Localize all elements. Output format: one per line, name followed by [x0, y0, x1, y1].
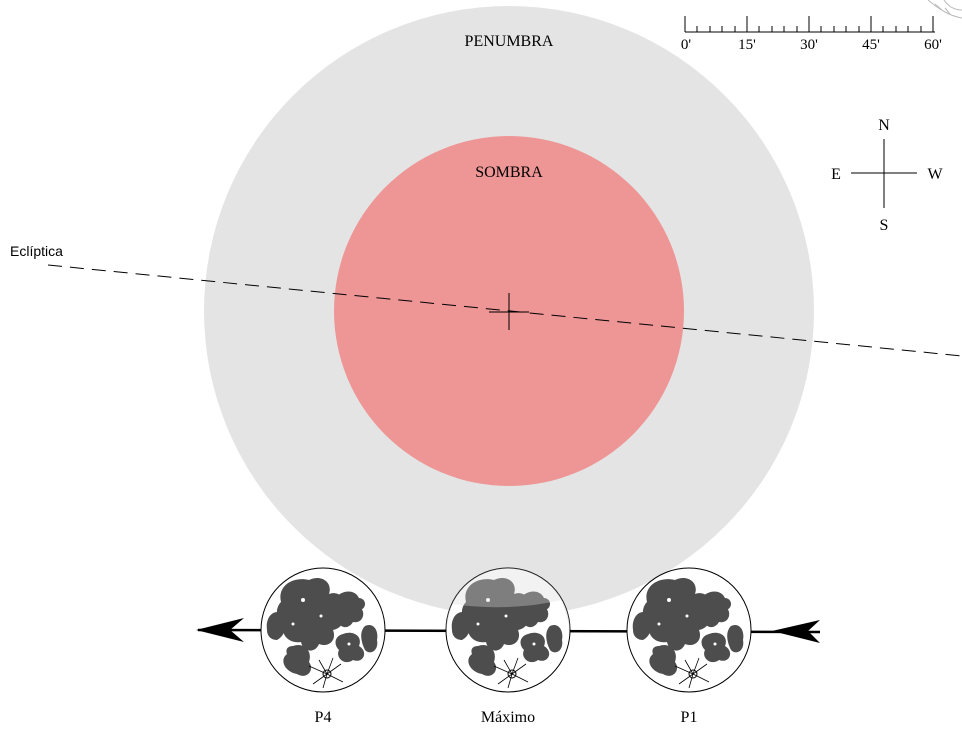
umbra-label: SOMBRA: [475, 164, 543, 181]
ecliptic-label: Eclíptica: [10, 243, 63, 259]
moon-label-p1: P1: [681, 709, 698, 726]
moon-label-p4: P4: [315, 709, 332, 726]
compass-south: S: [880, 217, 889, 234]
scale-tick-label: 30': [800, 37, 818, 53]
scale-tick-label: 60': [924, 37, 942, 53]
moon-label-max: Máximo: [481, 709, 535, 726]
compass-east: E: [831, 166, 841, 183]
angular-scale-bar: [684, 16, 935, 33]
moon-p1: [626, 567, 752, 693]
path-arrowhead-right: [772, 620, 820, 643]
scale-tick-label: 15': [738, 37, 756, 53]
penumbra-label: PENUMBRA: [465, 33, 554, 50]
compass-west: W: [927, 166, 943, 183]
scale-tick-label: 45': [862, 37, 880, 53]
corner-moon-fragment: [927, 0, 962, 19]
compass-rose: [851, 139, 917, 208]
path-arrowhead-left: [196, 618, 244, 642]
shadow-center-mark: [489, 293, 529, 330]
moon-p4: [260, 567, 386, 693]
moon-max-shadow-overlay: [446, 568, 570, 630]
compass-north: N: [878, 117, 890, 134]
scale-tick-label: 0': [681, 37, 692, 53]
